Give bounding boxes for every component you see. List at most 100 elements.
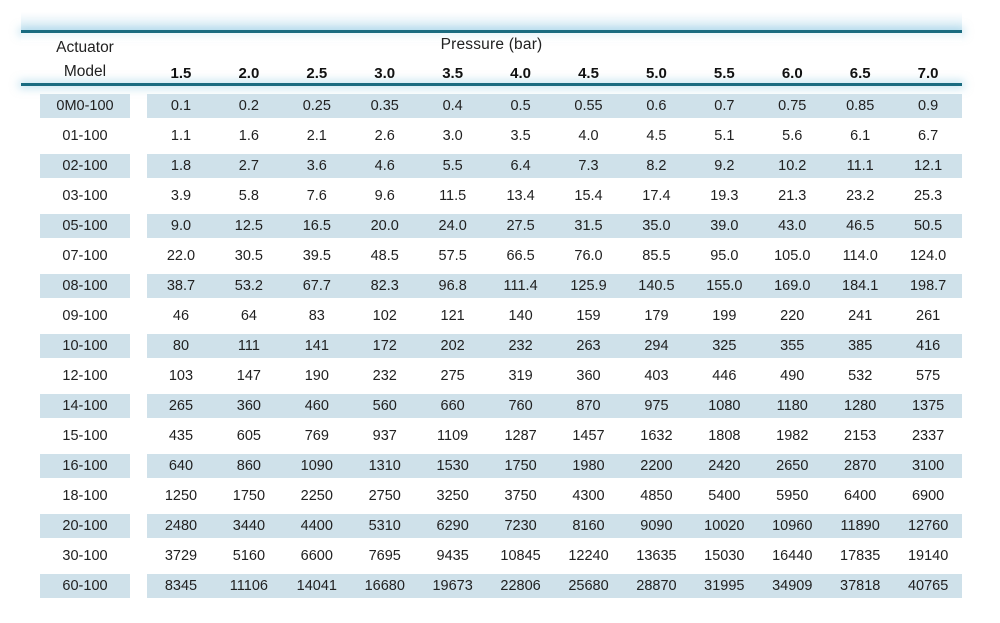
value-cell: 39.0 [710,218,739,234]
value-cell: 35.0 [642,218,671,234]
value-cell: 64 [240,308,257,324]
value-cell: 198.7 [909,278,947,294]
actuator-model-header-line1: Actuator [56,39,114,56]
value-cell: 5160 [232,548,266,564]
column-header: 4.0 [510,65,531,82]
value-cell: 0.2 [238,98,259,114]
column-gap [130,424,147,448]
value-cell: 11890 [840,518,880,534]
top-rule [21,30,962,33]
value-cell: 7695 [368,548,401,564]
row-model: 01-100 [62,128,108,144]
column-gap [130,154,147,178]
value-cell: 11.1 [846,158,874,174]
column-gap [130,484,147,508]
value-cell: 12.1 [913,158,943,174]
column-gap [130,244,147,268]
value-cell: 0.6 [646,98,667,114]
value-cell: 1750 [504,458,537,474]
value-cell: 325 [712,338,737,354]
value-cell: 0.5 [510,98,531,114]
value-cell: 5950 [776,488,809,504]
value-cell: 575 [916,368,941,384]
value-cell: 0.55 [574,98,603,114]
value-cell: 4300 [572,488,605,504]
value-cell: 39.5 [302,248,331,264]
value-cell: 3.9 [170,188,192,204]
value-cell: 435 [168,428,194,444]
value-cell: 179 [644,308,669,324]
value-cell: 9.2 [714,158,735,174]
value-cell: 355 [780,338,805,354]
row-model: 14-100 [40,394,130,418]
value-cell: 66.5 [506,248,535,264]
table-row: 02-100 1.8 2.7 3.6 4.6 5.5 6.4 7.3 8.2 9.2 10.2 11… [21,151,962,181]
value-cell: 460 [304,398,329,414]
value-cell: 1310 [368,458,401,474]
value-cell: 8160 [572,518,605,534]
value-cell: 2750 [368,488,401,504]
value-cell: 385 [848,338,873,354]
row-values: 1.1 1.6 2.1 2.6 3.0 3.5 4.0 4.5 5.1 5.6 6.1 6.7 [147,124,962,148]
table-row: 60-100 8345 11106 14041 16680 19673 22806 2568… [21,571,962,601]
value-cell: 20.0 [370,218,399,234]
value-cell: 5.8 [238,188,259,204]
actuator-model-header: Actuator Model [40,36,130,84]
value-cell: 111.4 [503,278,538,294]
value-cell: 19673 [432,578,473,594]
value-cell: 3750 [504,488,537,504]
value-cell: 28870 [636,578,677,594]
value-cell: 860 [236,458,261,474]
row-model: 03-100 [62,188,108,204]
value-cell: 5.6 [782,128,803,144]
column-gap [130,364,147,388]
value-cell: 6400 [844,488,877,504]
value-cell: 1808 [708,428,741,444]
value-cell: 11106 [229,578,268,594]
value-cell: 1280 [844,398,877,414]
value-cell: 2.6 [374,128,395,144]
value-cell: 190 [304,368,329,384]
row-values: 38.7 53.2 67.7 82.3 96.8 111.4 125.9 140.5 155.0… [147,274,962,298]
value-cell: 12760 [907,518,949,534]
column-gap [130,544,147,568]
value-cell: 40765 [907,578,949,594]
value-cell: 3250 [436,488,469,504]
column-header: 1.5 [170,65,192,82]
value-cell: 660 [440,398,465,414]
value-cell: 5310 [368,518,401,534]
value-cell: 2153 [844,428,877,444]
value-cell: 3.5 [510,128,531,144]
value-cell: 121 [440,308,465,324]
value-cell: 24.0 [438,218,467,234]
row-values: 1250 1750 2250 2750 3250 3750 4300 4850 5400 5950… [147,484,962,508]
value-cell: 1109 [437,428,469,444]
column-gap [130,214,147,238]
value-cell: 232 [372,368,397,384]
value-cell: 241 [848,308,873,324]
value-cell: 76.0 [574,248,603,264]
value-cell: 1750 [232,488,266,504]
value-cell: 13.4 [506,188,535,204]
value-cell: 2870 [844,458,877,474]
value-cell: 0.75 [778,98,807,114]
value-cell: 23.2 [846,188,875,204]
header-rule [21,83,962,86]
table-row: 30-100 3729 5160 6600 7695 9435 10845 12240 136… [21,541,962,571]
value-cell: 1632 [640,428,673,444]
value-cell: 202 [440,338,465,354]
row-model: 0M0-100 [40,94,130,118]
value-cell: 199 [712,308,737,324]
row-values: 2480 3440 4400 5310 6290 7230 8160 9090 10020 109… [147,514,962,538]
value-cell: 2.1 [306,128,327,144]
value-cell: 34909 [772,578,813,594]
value-cell: 184.1 [842,278,879,294]
row-model: 60-100 [40,574,130,598]
value-cell: 1980 [572,458,605,474]
table-row: 18-100 1250 1750 2250 2750 3250 3750 4300 4850 5… [21,481,962,511]
value-cell: 416 [916,338,941,354]
value-cell: 12240 [568,548,609,564]
value-cell: 1080 [708,398,741,414]
row-model: 20-100 [40,514,130,538]
